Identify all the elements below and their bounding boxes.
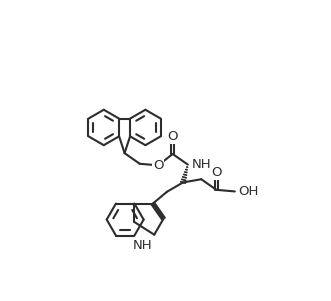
Text: O: O (211, 166, 222, 179)
Text: OH: OH (238, 185, 258, 198)
Text: O: O (167, 130, 178, 144)
Text: NH: NH (133, 239, 153, 252)
Text: NH: NH (192, 158, 211, 171)
Text: O: O (153, 159, 164, 172)
